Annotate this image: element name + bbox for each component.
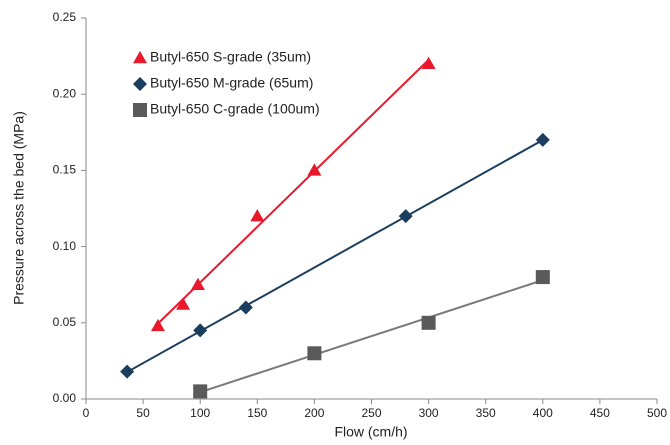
data-point — [398, 209, 413, 224]
x-tick-label: 50 — [136, 406, 150, 420]
x-tick-label: 400 — [533, 406, 553, 420]
data-point — [421, 315, 436, 330]
legend-marker — [133, 51, 147, 64]
trendline — [126, 139, 544, 373]
legend-label: Butyl-650 S-grade (35um) — [150, 49, 311, 65]
data-point — [238, 300, 253, 315]
x-tick-label: 450 — [590, 406, 610, 420]
data-point — [535, 270, 550, 285]
data-point — [193, 384, 208, 399]
trendline — [199, 279, 544, 394]
x-tick-label: 250 — [361, 406, 381, 420]
data-point — [307, 163, 322, 176]
legend-label: Butyl-650 M-grade (65um) — [150, 75, 313, 91]
y-tick-label: 0.15 — [53, 163, 77, 177]
x-tick-label: 500 — [647, 406, 667, 420]
x-tick-label: 100 — [190, 406, 210, 420]
legend-marker — [133, 103, 147, 117]
data-point — [150, 318, 165, 332]
legend-label: Butyl-650 C-grade (100um) — [150, 101, 320, 117]
data-point — [190, 277, 205, 290]
y-tick-label: 0.05 — [53, 315, 77, 329]
x-tick-label: 200 — [304, 406, 324, 420]
data-point — [193, 323, 208, 338]
y-tick-label: 0.10 — [53, 239, 77, 253]
x-tick-label: 150 — [247, 406, 267, 420]
y-tick-label: 0.00 — [53, 391, 77, 405]
x-tick-label: 0 — [83, 406, 90, 420]
legend-marker — [133, 77, 147, 91]
x-axis-label: Flow (cm/h) — [334, 424, 407, 440]
data-point — [120, 364, 135, 379]
trendline — [157, 59, 430, 325]
y-tick-label: 0.20 — [53, 86, 77, 100]
data-point — [307, 346, 322, 361]
data-point — [535, 132, 550, 147]
x-tick-label: 350 — [476, 406, 496, 420]
data-point — [421, 56, 436, 69]
data-point — [176, 297, 191, 310]
data-point — [250, 209, 265, 222]
y-tick-label: 0.25 — [53, 10, 77, 24]
x-tick-label: 300 — [419, 406, 439, 420]
y-axis-label: Pressure across the bed (MPa) — [11, 111, 27, 305]
